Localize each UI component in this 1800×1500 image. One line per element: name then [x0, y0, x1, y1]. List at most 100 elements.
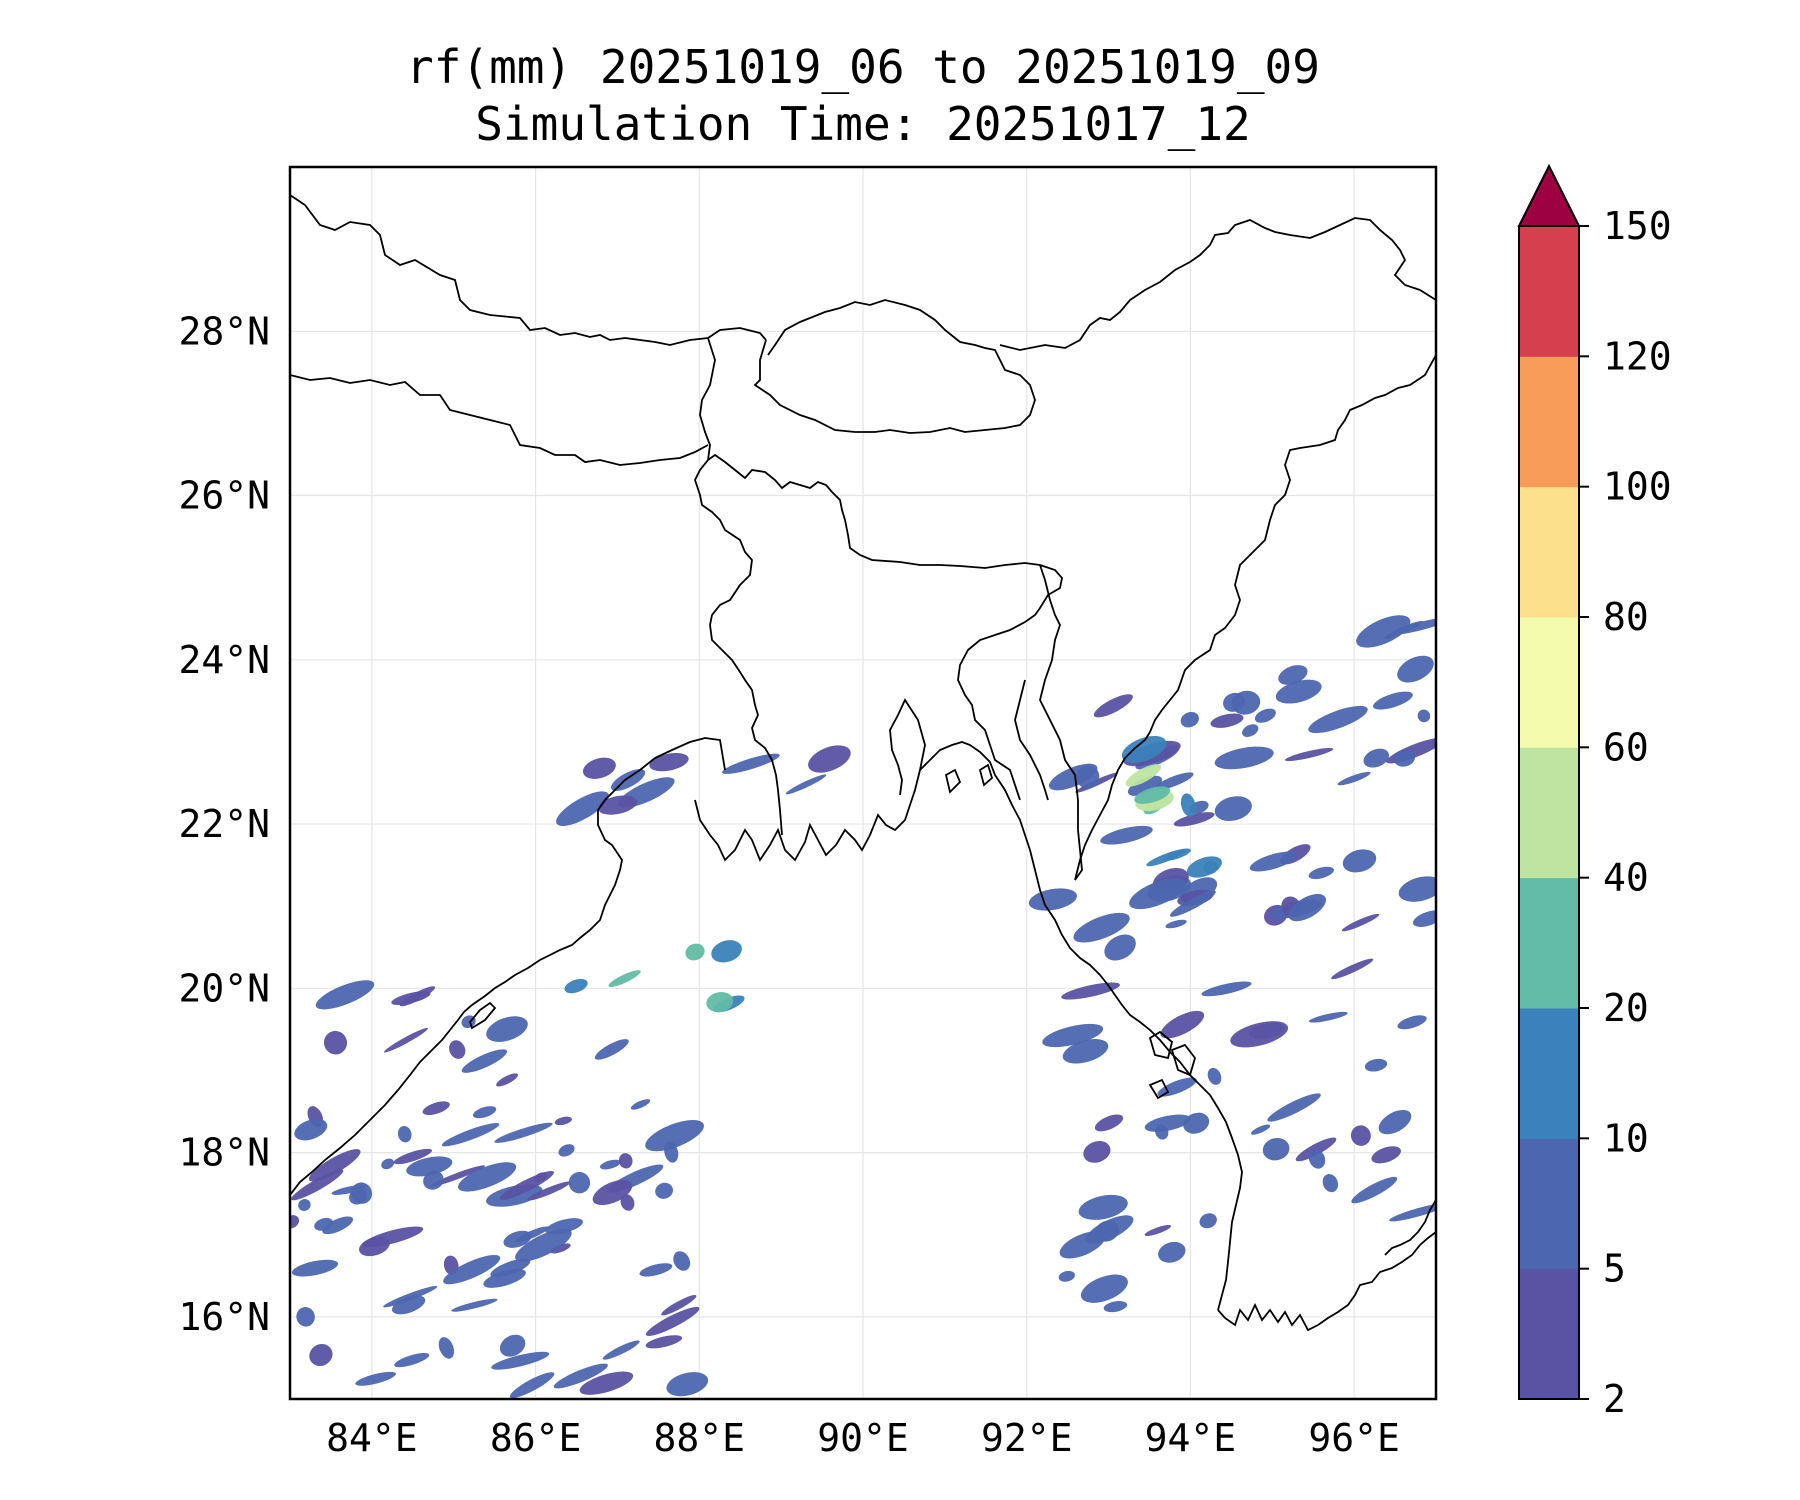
rain-contour-blob [594, 1039, 629, 1060]
colorbar-segment [1519, 747, 1579, 879]
rain-contour-blob [1042, 1023, 1104, 1048]
rain-contour-blob [1371, 1146, 1401, 1164]
rain-contour-blob [1094, 1114, 1124, 1132]
sundarbans-coastline [694, 698, 926, 862]
rain-contour-blob [545, 1218, 584, 1235]
rain-contour-blob [441, 1123, 500, 1147]
rain-contour-blob [1207, 1067, 1222, 1085]
rain-contour-blob [808, 745, 851, 773]
lat-tick-label: 20°N [178, 966, 270, 1010]
colorbar-segment [1519, 226, 1579, 357]
colorbar-tick-label: 40 [1603, 856, 1649, 900]
colorbar-extend-arrow [1517, 163, 1581, 227]
rain-contour-blob [1199, 1213, 1217, 1229]
lon-tick-label: 84°E [326, 1416, 418, 1460]
rain-contour-blob [1201, 981, 1252, 997]
rain-contour-blob [1397, 655, 1434, 683]
rain-contour-blob [503, 1230, 532, 1248]
colorbar-tick-label: 5 [1603, 1247, 1626, 1291]
rain-contour-blob [449, 1040, 466, 1059]
rain-contour-blob [1308, 1011, 1348, 1023]
colorbar-segment [1519, 486, 1579, 618]
rain-contour-blob [1186, 856, 1222, 878]
rain-contour-blob [1158, 1241, 1186, 1263]
rain-contour-blob [685, 943, 705, 961]
rain-contour-blob [1398, 876, 1436, 902]
rain-region-bay-west-streaks [290, 1030, 709, 1398]
rain-contour-blob [383, 1286, 438, 1308]
rain-contour-blob [649, 752, 689, 772]
rain-contour-blob [1104, 934, 1136, 961]
rain-contour-blob [785, 774, 827, 795]
rain-contour-blob [722, 753, 780, 774]
bhutan-border [753, 299, 1036, 434]
rain-contour-blob [1337, 771, 1371, 786]
lat-tick-label: 28°N [178, 309, 270, 353]
rain-contour-blob [483, 1268, 526, 1288]
rain-contour-blob [554, 1116, 572, 1126]
rain-contour-blob [534, 1172, 547, 1182]
rain-contour-blob [1165, 919, 1187, 929]
bangladesh-island-1 [944, 768, 962, 794]
country-borders [290, 194, 1436, 1332]
mizoram-border [1014, 679, 1049, 801]
rain-contour-blob [1214, 746, 1274, 770]
figure-title-line2: Simulation Time: 20251017_12 [475, 97, 1250, 151]
rain-contour-blob [645, 1306, 700, 1336]
rain-contour-blob [1364, 1058, 1388, 1072]
figure-title-line1: rf(mm) 20251019_06 to 20251019_09 [406, 40, 1320, 94]
rain-contour-blob [1083, 1141, 1111, 1163]
rain-contour-blob [1267, 1093, 1321, 1122]
rain-contour-blob [553, 1363, 608, 1389]
rain-contour-blob [1249, 851, 1298, 872]
rain-contour-blob [1073, 912, 1130, 943]
lat-tick-label: 16°N [178, 1295, 270, 1339]
rain-contour-blob [645, 1120, 704, 1152]
rain-contour-blob [1125, 764, 1162, 787]
manaung-island [1148, 1078, 1170, 1100]
rain-contour-blob [592, 1179, 633, 1206]
rain-contour-blob [315, 980, 375, 1010]
nepal-south-border [290, 374, 709, 466]
meghna-estuary [919, 741, 1031, 851]
rain-contour-blob [1134, 786, 1171, 804]
rain-contour-blob [1417, 709, 1431, 723]
rain-contour-blob [661, 1295, 697, 1316]
colorbar-tick-label: 100 [1603, 465, 1672, 509]
rain-contour-blob [1351, 1176, 1398, 1204]
rain-contour-blob [1144, 1114, 1191, 1132]
rain-contour-blob [393, 1148, 433, 1165]
rain-contour-blob [706, 992, 734, 1013]
rain-contour-blob [399, 986, 436, 1007]
lat-tick-label: 24°N [178, 638, 270, 682]
rain-contour-blob [1058, 1270, 1075, 1282]
colorbar-tick-label: 2 [1603, 1377, 1626, 1421]
rain-contour-blob [1308, 1149, 1326, 1169]
rain-contour-blob [443, 1254, 501, 1285]
rain-contour-blob [355, 1371, 396, 1386]
colorbar-frame [1518, 225, 1580, 1400]
irrawaddy-delta-coast [1217, 1231, 1436, 1332]
rain-contour-blob [509, 1372, 555, 1398]
tripura-border [1039, 564, 1083, 881]
rain-contour-blob [397, 1125, 412, 1143]
rain-contour-blob [564, 978, 588, 994]
rain-contour-blob [1378, 1109, 1412, 1135]
colorbar-tick-label: 60 [1603, 725, 1649, 769]
rain-contour-blob [515, 1228, 572, 1262]
lon-tick-label: 96°E [1308, 1416, 1400, 1460]
bangladesh-border [707, 453, 1063, 801]
rain-contour-blob [486, 1016, 528, 1042]
rain-contour-blob [1350, 1125, 1371, 1146]
rain-contour-blob [1061, 982, 1120, 1000]
rain-contour-blob [1093, 694, 1133, 718]
rain-contour-blob [1356, 615, 1411, 648]
rain-contour-blob [461, 1049, 508, 1073]
rain-contour-blob [1214, 796, 1252, 821]
india-east-coastline [290, 737, 726, 1196]
rain-contour-blob [359, 1236, 390, 1257]
rain-contour-blob [630, 1099, 651, 1110]
colorbar-tick-label: 150 [1603, 204, 1672, 248]
lat-tick-label: 18°N [178, 1131, 270, 1175]
rain-contour-blob [438, 1337, 455, 1359]
